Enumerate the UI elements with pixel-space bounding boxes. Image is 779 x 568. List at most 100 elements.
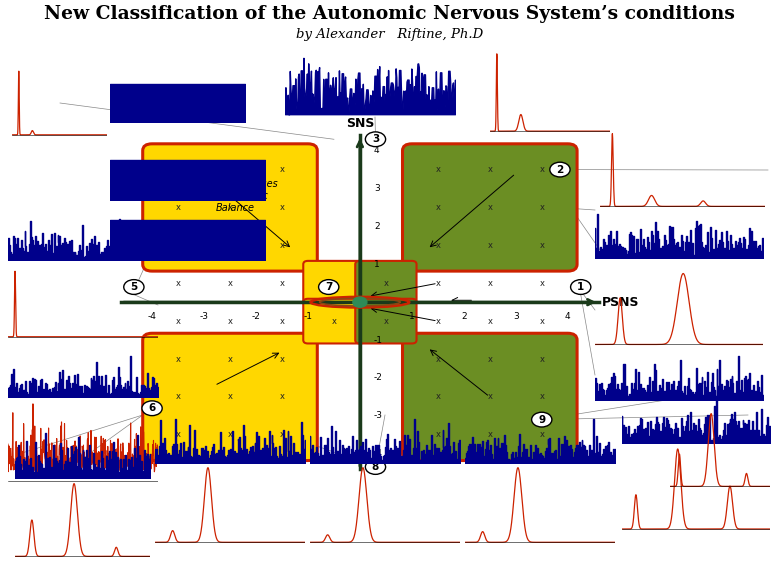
Text: 3: 3 <box>374 184 379 193</box>
Circle shape <box>353 297 367 307</box>
Text: Borderline Values
of Autonomic
Balance: Borderline Values of Autonomic Balance <box>192 179 278 212</box>
Text: x: x <box>280 203 284 212</box>
Text: x: x <box>175 241 181 250</box>
Text: 1: 1 <box>409 312 414 321</box>
Text: 4: 4 <box>374 146 379 155</box>
Text: x: x <box>175 316 181 325</box>
Text: -2: -2 <box>374 373 382 382</box>
Text: x: x <box>539 392 545 402</box>
Text: x: x <box>488 241 492 250</box>
Text: -1: -1 <box>374 336 383 345</box>
Circle shape <box>124 279 144 294</box>
Text: 3: 3 <box>513 312 519 321</box>
Text: x: x <box>227 316 232 325</box>
Circle shape <box>550 162 570 177</box>
Text: x: x <box>280 354 284 364</box>
Text: x: x <box>539 241 545 250</box>
Text: x: x <box>175 165 181 174</box>
Text: x: x <box>175 431 181 439</box>
Text: x: x <box>435 354 440 364</box>
Text: x: x <box>280 316 284 325</box>
Circle shape <box>531 412 552 427</box>
Text: x: x <box>488 392 492 402</box>
Text: 2: 2 <box>461 312 467 321</box>
Text: x: x <box>175 279 181 288</box>
Text: -4: -4 <box>374 449 382 458</box>
FancyBboxPatch shape <box>143 333 317 461</box>
Text: x: x <box>383 279 389 288</box>
Text: x: x <box>227 165 232 174</box>
Text: 1: 1 <box>374 260 379 269</box>
Text: 3: 3 <box>372 134 379 144</box>
FancyBboxPatch shape <box>303 261 365 306</box>
Text: x: x <box>280 165 284 174</box>
Text: x: x <box>280 279 284 288</box>
FancyBboxPatch shape <box>403 333 577 461</box>
FancyBboxPatch shape <box>303 299 365 344</box>
Text: x: x <box>539 165 545 174</box>
Text: x: x <box>488 165 492 174</box>
Text: x: x <box>227 203 232 212</box>
Text: x: x <box>227 431 232 439</box>
Text: New Classification of the Autonomic Nervous System’s conditions: New Classification of the Autonomic Nerv… <box>44 5 735 23</box>
Text: PSNS: PSNS <box>601 296 639 308</box>
FancyBboxPatch shape <box>355 261 417 306</box>
Circle shape <box>365 460 386 474</box>
Text: x: x <box>539 203 545 212</box>
Text: 2: 2 <box>374 222 379 231</box>
Text: 1: 1 <box>577 282 584 292</box>
Text: x: x <box>227 241 232 250</box>
Circle shape <box>319 279 339 294</box>
Text: x: x <box>227 354 232 364</box>
Text: -1: -1 <box>304 312 312 321</box>
Text: x: x <box>435 165 440 174</box>
Text: x: x <box>435 279 440 288</box>
Text: by Alexander   Riftine, Ph.D: by Alexander Riftine, Ph.D <box>296 28 483 41</box>
Text: x: x <box>488 203 492 212</box>
Text: 7: 7 <box>325 282 333 292</box>
Text: x: x <box>488 431 492 439</box>
Text: x: x <box>539 354 545 364</box>
Text: x: x <box>175 392 181 402</box>
Text: x: x <box>435 241 440 250</box>
Text: x: x <box>383 316 389 325</box>
Text: x: x <box>280 431 284 439</box>
Text: x: x <box>280 392 284 402</box>
Text: x: x <box>175 354 181 364</box>
Text: 9: 9 <box>538 415 545 425</box>
FancyBboxPatch shape <box>403 144 577 271</box>
Text: x: x <box>539 431 545 439</box>
Text: -3: -3 <box>199 312 209 321</box>
FancyBboxPatch shape <box>355 299 417 344</box>
Text: -4: -4 <box>148 312 157 321</box>
Text: -3: -3 <box>374 411 383 420</box>
Text: x: x <box>175 203 181 212</box>
Text: x: x <box>331 279 337 288</box>
Circle shape <box>365 132 386 147</box>
Text: 6: 6 <box>149 403 156 414</box>
Text: x: x <box>488 279 492 288</box>
Text: x: x <box>435 431 440 439</box>
Circle shape <box>570 279 590 294</box>
Text: -2: -2 <box>252 312 260 321</box>
Text: 2: 2 <box>556 165 563 174</box>
Text: x: x <box>331 316 337 325</box>
Text: x: x <box>435 316 440 325</box>
Circle shape <box>142 170 162 185</box>
Text: x: x <box>435 392 440 402</box>
Text: x: x <box>488 354 492 364</box>
Text: x: x <box>227 279 232 288</box>
Text: x: x <box>227 392 232 402</box>
Text: SNS: SNS <box>346 117 374 130</box>
Circle shape <box>142 401 162 416</box>
Text: x: x <box>280 241 284 250</box>
FancyBboxPatch shape <box>143 144 317 271</box>
Text: x: x <box>539 279 545 288</box>
Text: 4: 4 <box>148 172 156 182</box>
Text: x: x <box>488 316 492 325</box>
Text: 5: 5 <box>130 282 138 292</box>
Text: x: x <box>539 316 545 325</box>
Text: 4: 4 <box>565 312 570 321</box>
Text: x: x <box>435 203 440 212</box>
Text: 8: 8 <box>372 462 379 472</box>
